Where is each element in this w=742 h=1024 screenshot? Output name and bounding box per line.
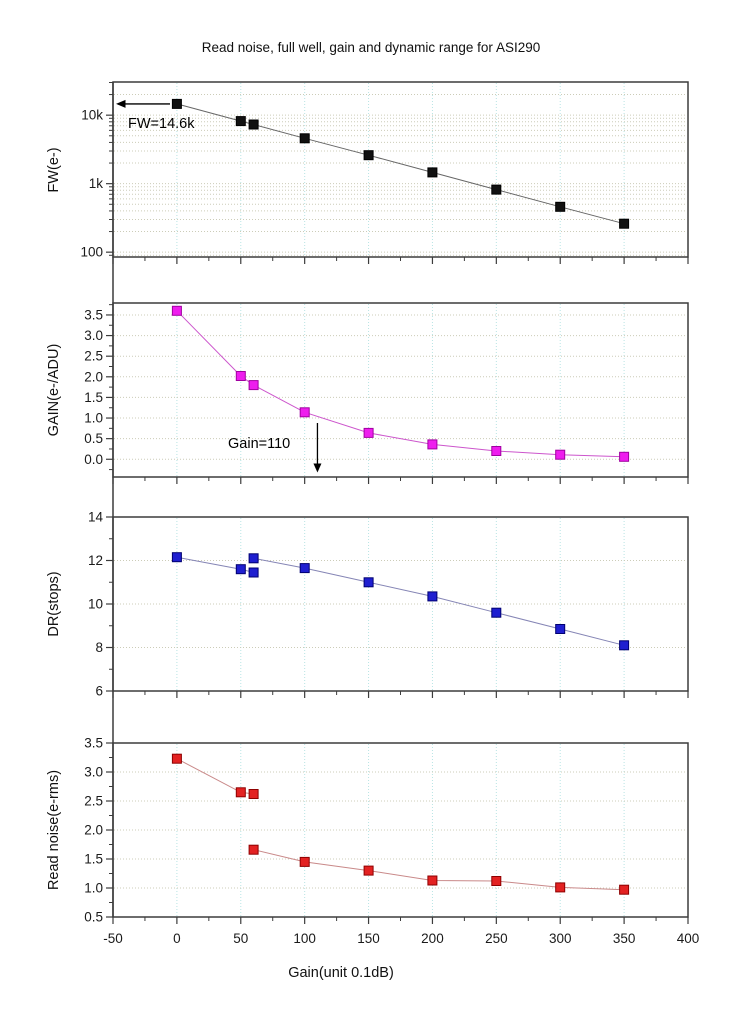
svg-text:12: 12: [88, 553, 103, 568]
svg-text:0.5: 0.5: [84, 910, 103, 925]
svg-text:0.5: 0.5: [84, 431, 103, 446]
panel-dr: 6 8 10 12 14: [88, 510, 689, 699]
annotation-fw: FW=14.6k: [128, 116, 195, 132]
svg-text:2.0: 2.0: [84, 823, 103, 838]
svg-text:0.0: 0.0: [84, 452, 103, 467]
svg-text:10k: 10k: [81, 108, 103, 123]
svg-text:2.0: 2.0: [84, 369, 103, 384]
svg-text:400: 400: [677, 931, 700, 946]
panel-gain: 0.0 0.5 1.0 1.5 2.0 2.5 3.0 3.5: [84, 302, 689, 484]
svg-text:100: 100: [293, 931, 316, 946]
svg-text:150: 150: [357, 931, 380, 946]
ylabel-fw: FW(e-): [46, 146, 62, 193]
xlabel: Gain(unit 0.1dB): [288, 965, 394, 981]
svg-text:10: 10: [88, 597, 103, 612]
svg-text:3.5: 3.5: [84, 736, 103, 751]
svg-text:2.5: 2.5: [84, 349, 103, 364]
svg-text:-50: -50: [103, 931, 123, 946]
svg-text:50: 50: [233, 931, 248, 946]
svg-text:0: 0: [173, 931, 181, 946]
chart-title: Read noise, full well, gain and dynamic …: [201, 40, 541, 55]
svg-text:1k: 1k: [89, 176, 104, 191]
svg-text:14: 14: [88, 510, 104, 525]
svg-text:3.0: 3.0: [84, 765, 103, 780]
ylabel-read-noise: Read noise(e-rms): [46, 769, 62, 891]
svg-text:250: 250: [485, 931, 508, 946]
ylabel-gain: GAIN(e-/ADU): [46, 343, 62, 437]
svg-text:6: 6: [95, 684, 103, 699]
svg-text:1.5: 1.5: [84, 390, 103, 405]
svg-text:8: 8: [95, 640, 103, 655]
svg-text:2.5: 2.5: [84, 794, 103, 809]
svg-text:3.5: 3.5: [84, 307, 103, 322]
annotation-gain: Gain=110: [228, 436, 291, 452]
svg-text:1.0: 1.0: [84, 411, 103, 426]
ylabel-dr: DR(stops): [46, 571, 62, 637]
svg-text:100: 100: [80, 245, 103, 260]
svg-text:300: 300: [549, 931, 572, 946]
svg-text:1.5: 1.5: [84, 852, 103, 867]
panel-rn: 0.5 1.0 1.5 2.0 2.5 3.0 3.5 -50 0 50 100 150 200 250 3…: [84, 736, 699, 947]
svg-text:350: 350: [613, 931, 636, 946]
svg-text:1.0: 1.0: [84, 881, 103, 896]
svg-text:3.0: 3.0: [84, 328, 103, 343]
panel-fw: 100 1k 10k: [80, 81, 689, 264]
svg-text:200: 200: [421, 931, 444, 946]
